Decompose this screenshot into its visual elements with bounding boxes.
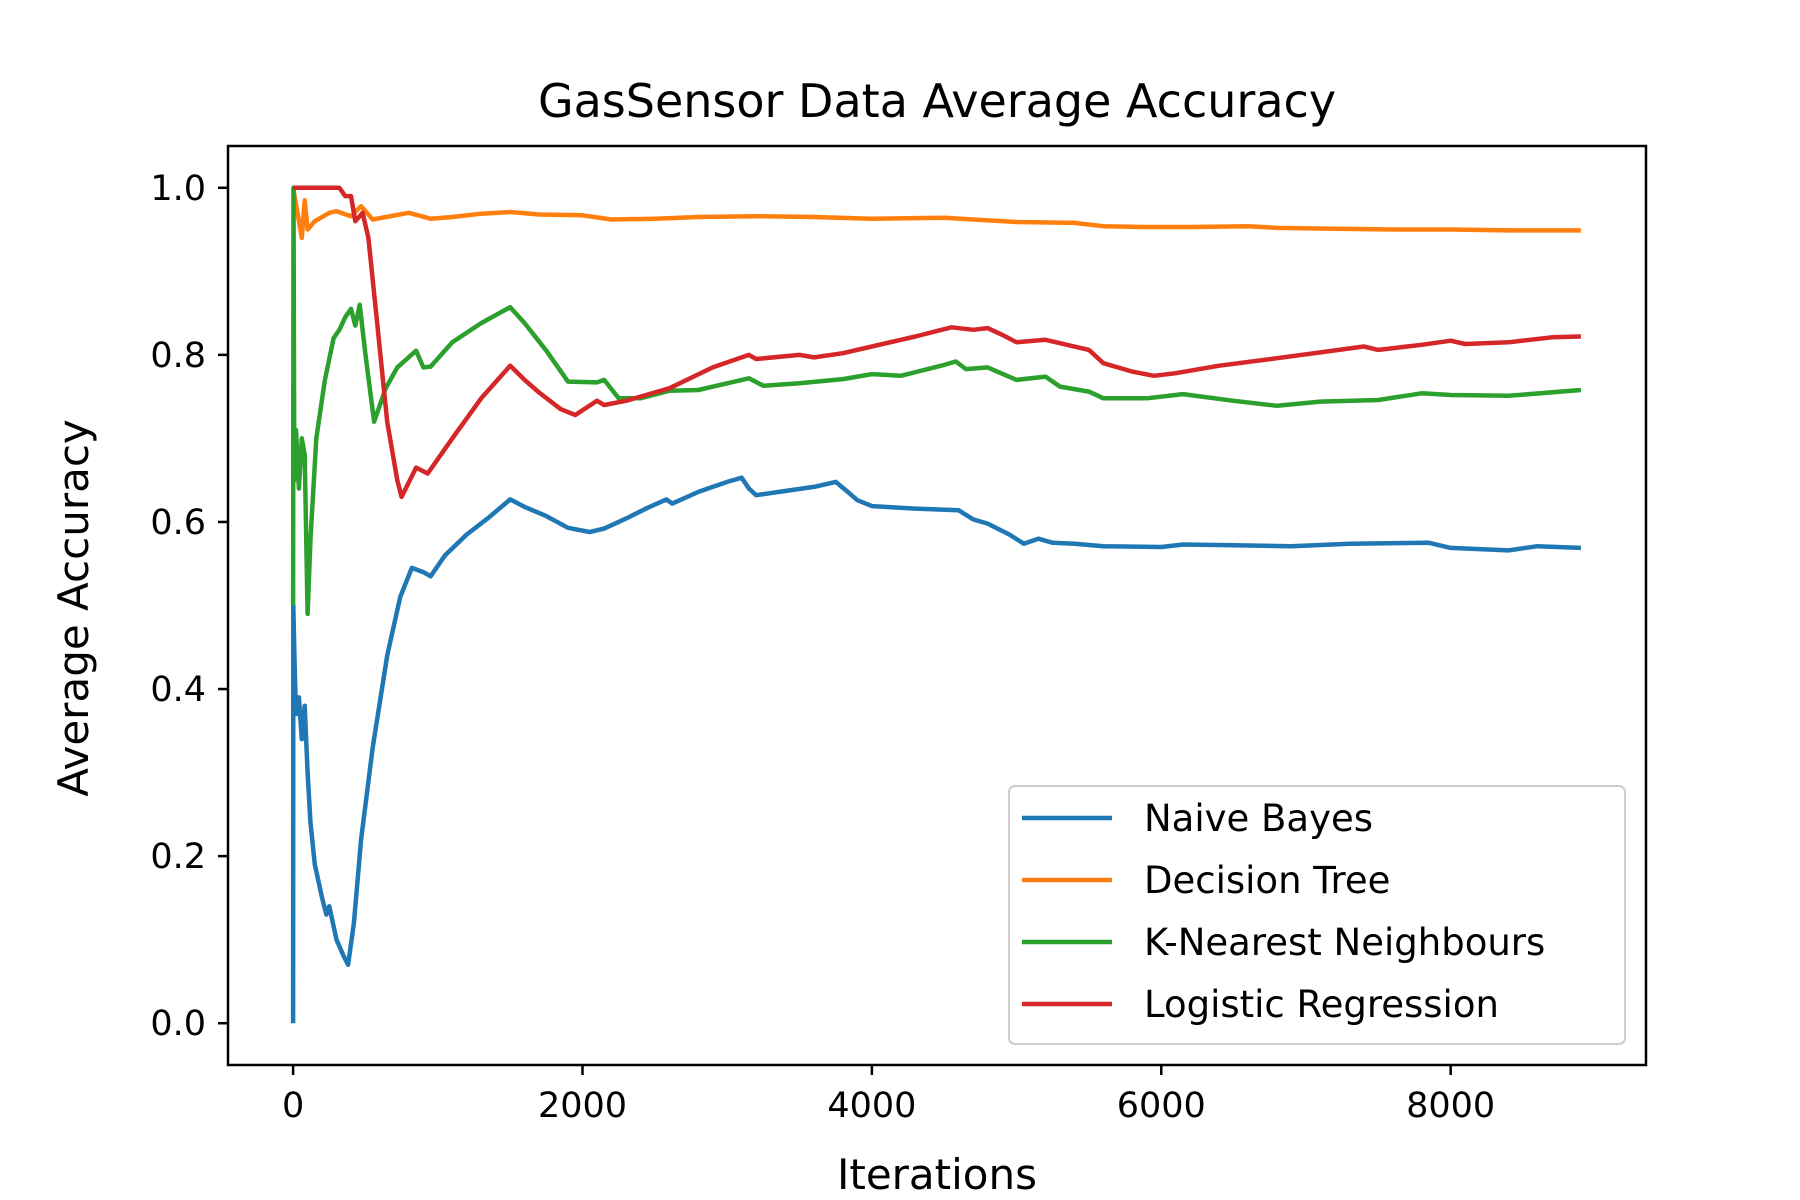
y-axis-title: Average Accuracy	[49, 419, 98, 797]
y-tick-label: 0.2	[150, 837, 206, 877]
y-tick-label: 0.4	[150, 670, 206, 710]
series-line-logistic-regression	[293, 185, 1581, 500]
series-line-naive-bayes	[290, 475, 1581, 1024]
x-tick-label: 2000	[538, 1086, 627, 1126]
series-line-k-nearest-neighbours	[290, 185, 1582, 617]
x-tick-label: 4000	[827, 1086, 916, 1126]
legend: Naive Bayes Decision Tree K-Nearest Neighb…	[1008, 785, 1626, 1045]
y-tick-label: 0.8	[150, 336, 206, 376]
series-line-decision-tree	[290, 187, 1581, 241]
x-axis-title: Iterations	[837, 1150, 1037, 1199]
y-axis-ticks: 0.0 0.2 0.4 0.6 0.8 1.0	[150, 169, 228, 1044]
series-lines	[290, 185, 1582, 1024]
y-tick-label: 1.0	[150, 169, 206, 209]
x-tick-label: 8000	[1406, 1086, 1495, 1126]
x-tick-label: 6000	[1117, 1086, 1206, 1126]
legend-label: Logistic Regression	[1144, 983, 1499, 1026]
legend-label: K-Nearest Neighbours	[1144, 921, 1545, 964]
plot-area-frame	[226, 144, 1648, 1067]
legend-label: Decision Tree	[1144, 859, 1390, 902]
chart-title: GasSensor Data Average Accuracy	[538, 74, 1336, 128]
y-tick-label: 0.0	[150, 1004, 206, 1044]
legend-label: Naive Bayes	[1144, 797, 1373, 840]
x-tick-label: 0	[282, 1086, 304, 1126]
y-tick-label: 0.6	[150, 503, 206, 543]
legend-box	[1008, 785, 1626, 1045]
legend-items: Naive Bayes Decision Tree K-Nearest Neighb…	[1022, 797, 1545, 1026]
x-axis-ticks: 0 2000 4000 6000 8000	[282, 1065, 1495, 1126]
